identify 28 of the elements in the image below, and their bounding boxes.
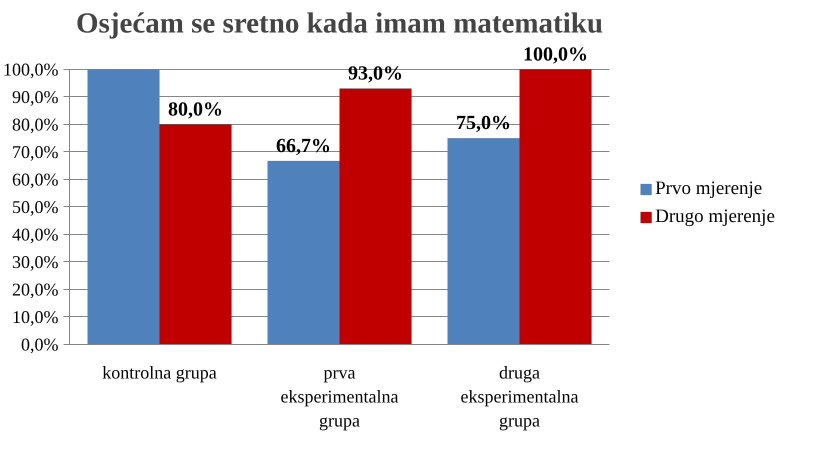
y-tick-label: 40,0% <box>12 224 59 244</box>
y-tick-label: 80,0% <box>12 114 59 134</box>
data-label: 100,0% <box>523 43 588 66</box>
bar <box>520 69 592 344</box>
bar <box>88 69 160 344</box>
data-label: 66,7% <box>276 134 331 157</box>
legend-label: Drugo mjerenje <box>655 206 775 228</box>
bar <box>160 124 232 344</box>
data-label: 93,0% <box>348 62 403 85</box>
legend-label: Prvo mjerenje <box>655 178 762 200</box>
bar <box>340 88 412 344</box>
y-tick-label: 0,0% <box>21 334 59 354</box>
y-tick-label: 60,0% <box>12 169 59 190</box>
bar <box>448 138 520 344</box>
data-label: 80,0% <box>168 98 223 120</box>
y-tick-label: 90,0% <box>12 86 59 107</box>
x-tick-label: kontrolna grupa <box>102 362 217 382</box>
x-tick-label: prva eksperimentalna grupa <box>280 362 398 430</box>
chart-title: Osjećam se sretno kada imam matematiku <box>76 8 604 40</box>
x-tick-label: druga eksperimentalna grupa <box>460 362 578 430</box>
y-tick-label: 20,0% <box>12 279 59 300</box>
y-tick-label: 70,0% <box>12 142 59 162</box>
bar <box>268 160 340 344</box>
y-tick-label: 100,0% <box>3 59 59 80</box>
y-tick-label: 10,0% <box>12 306 59 327</box>
y-tick-label: 50,0% <box>12 196 59 217</box>
y-tick-label: 30,0% <box>12 252 59 272</box>
data-label: 75,0% <box>456 112 511 134</box>
